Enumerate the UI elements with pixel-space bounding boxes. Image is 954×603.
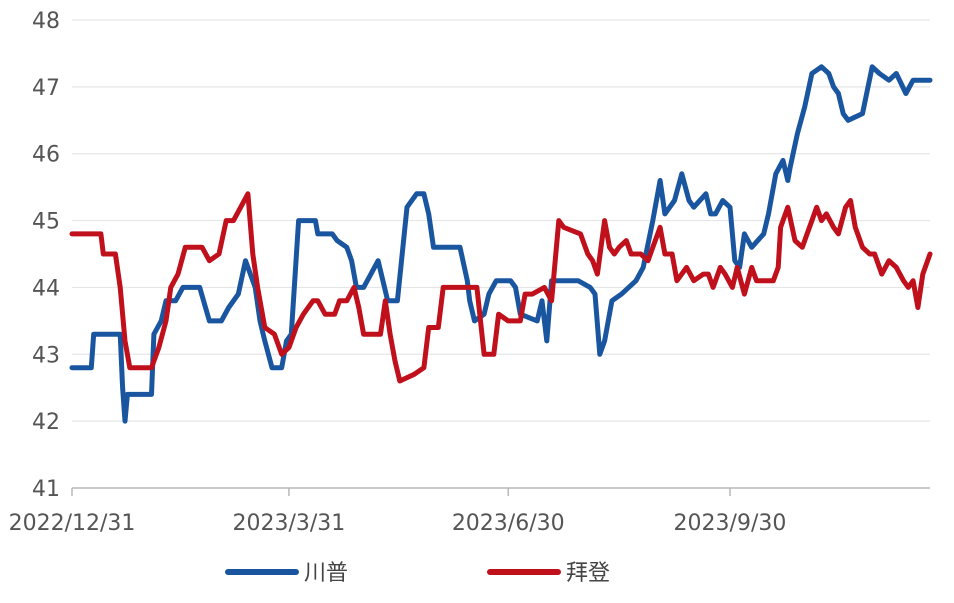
series-line [69,64,933,424]
y-tick-label: 44 [32,276,60,301]
legend-label: 拜登 [566,561,610,586]
legend: 川普 拜登 [225,561,610,586]
x-tick-label: 2022/12/31 [9,511,136,536]
gridlines [72,19,930,422]
y-axis-ticks: 41 42 43 44 45 46 47 48 [32,9,60,502]
y-tick-label: 41 [32,477,60,502]
legend-label: 川普 [304,561,348,586]
y-tick-label: 43 [32,343,60,368]
x-tick-label: 2023/9/30 [674,511,787,536]
y-tick-label: 46 [32,143,60,168]
series-line [69,191,933,384]
y-tick-label: 45 [32,210,60,235]
y-tick-label: 48 [32,9,60,34]
x-axis-ticks: 2022/12/31 2023/3/31 2023/6/30 2023/9/30 [9,488,787,536]
x-tick-label: 2023/6/30 [452,511,565,536]
x-tick-label: 2023/3/31 [233,511,346,536]
y-tick-label: 47 [32,76,60,101]
series-lines [69,64,933,424]
y-tick-label: 42 [32,410,60,435]
